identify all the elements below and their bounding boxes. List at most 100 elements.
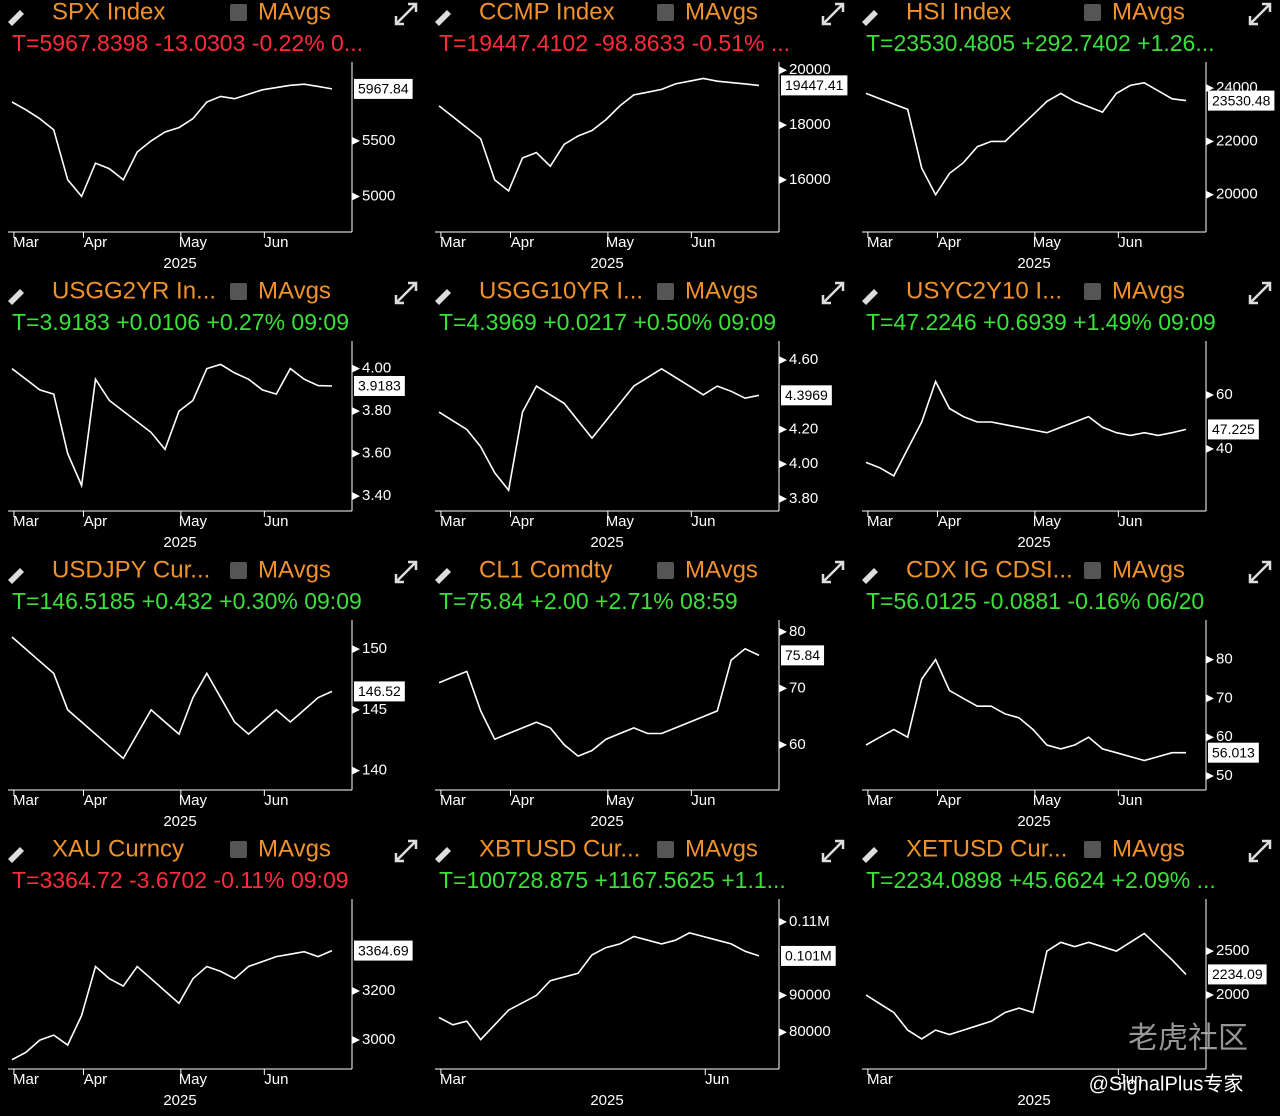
chart-panel: XAU Curncy MAvgs T=3364.72 -3.6702 -0.11% … — [8, 835, 418, 1109]
quote-line: T=23530.4805 +292.7402 +1.26... — [866, 30, 1215, 56]
y-tick-label: 90000 — [789, 986, 831, 1003]
last-price-tag: 2234.09 — [1208, 964, 1267, 985]
last-price-box — [1208, 90, 1275, 111]
last-price-box — [1208, 742, 1259, 763]
chart-panel: USGG10YR I... MAvgs T=4.3969 +0.0217 +0.50… — [435, 277, 845, 551]
expand-icon[interactable] — [821, 2, 845, 26]
edit-icon[interactable] — [862, 10, 878, 26]
quote-line: T=47.2246 +0.6939 +1.49% 09:09 — [866, 309, 1216, 335]
chart-title[interactable]: XETUSD Cur... — [906, 835, 1067, 862]
y-tick-label: 40 — [1216, 440, 1233, 457]
mavgs-label[interactable]: MAvgs — [1112, 277, 1185, 304]
mavgs-label[interactable]: MAvgs — [1112, 0, 1185, 25]
y-tick-label: 60 — [1216, 728, 1233, 745]
x-tick-label: Apr — [938, 792, 961, 809]
y-tick — [1206, 990, 1214, 999]
mavgs-label[interactable]: MAvgs — [1112, 556, 1185, 583]
y-tick-label: 80000 — [789, 1023, 831, 1040]
edit-icon[interactable] — [435, 568, 451, 584]
mavgs-checkbox[interactable] — [1084, 562, 1101, 579]
mavgs-checkbox[interactable] — [230, 841, 247, 858]
mavgs-checkbox[interactable] — [657, 4, 674, 21]
y-tick — [1206, 84, 1214, 93]
chart-title[interactable]: SPX Index — [52, 0, 165, 25]
chart-title[interactable]: XAU Curncy — [52, 835, 184, 862]
y-tick — [352, 364, 360, 373]
expand-icon[interactable] — [1248, 560, 1272, 584]
edit-icon[interactable] — [862, 289, 878, 305]
last-price-label: 4.3969 — [785, 387, 828, 403]
mavgs-label[interactable]: MAvgs — [1112, 835, 1185, 862]
chart-title[interactable]: CCMP Index — [479, 0, 615, 25]
y-tick — [1206, 947, 1214, 956]
mavgs-label[interactable]: MAvgs — [685, 277, 758, 304]
watermark-handle: @SignalPlus专家 — [1089, 1072, 1244, 1095]
chart-title[interactable]: USGG10YR I... — [479, 277, 643, 304]
mavgs-label[interactable]: MAvgs — [258, 0, 331, 25]
edit-icon[interactable] — [435, 289, 451, 305]
last-price-tag: 3364.69 — [354, 940, 413, 961]
edit-icon[interactable] — [862, 847, 878, 863]
mavgs-checkbox[interactable] — [657, 283, 674, 300]
x-tick-label: May — [1033, 234, 1062, 251]
chart-title[interactable]: HSI Index — [906, 0, 1011, 25]
expand-icon[interactable] — [394, 281, 418, 305]
edit-icon[interactable] — [8, 568, 24, 584]
price-line — [11, 83, 333, 198]
y-tick — [352, 705, 360, 714]
expand-icon[interactable] — [1248, 839, 1272, 863]
mavgs-checkbox[interactable] — [230, 283, 247, 300]
mavgs-label[interactable]: MAvgs — [258, 556, 331, 583]
edit-icon[interactable] — [435, 847, 451, 863]
mavgs-label[interactable]: MAvgs — [685, 0, 758, 25]
quote-line: T=19447.4102 -98.8633 -0.51% ... — [439, 30, 790, 56]
edit-icon[interactable] — [435, 10, 451, 26]
price-line — [865, 379, 1187, 478]
chart-panel: HSI Index MAvgs T=23530.4805 +292.7402 +1.… — [862, 0, 1275, 272]
last-price-label: 47.225 — [1212, 421, 1255, 437]
expand-icon[interactable] — [1248, 281, 1272, 305]
edit-icon[interactable] — [862, 568, 878, 584]
expand-icon[interactable] — [394, 839, 418, 863]
mavgs-label[interactable]: MAvgs — [685, 835, 758, 862]
x-tick-label: Mar — [867, 513, 893, 530]
last-price-tag: 56.013 — [1208, 742, 1259, 763]
chart-title[interactable]: CDX IG CDSI... — [906, 556, 1073, 583]
expand-icon[interactable] — [821, 560, 845, 584]
quote-line: T=3.9183 +0.0106 +0.27% 09:09 — [12, 309, 349, 335]
mavgs-label[interactable]: MAvgs — [258, 835, 331, 862]
chart-title[interactable]: USDJPY Cur... — [52, 556, 210, 583]
mavgs-label[interactable]: MAvgs — [685, 556, 758, 583]
chart-title[interactable]: XBTUSD Cur... — [479, 835, 640, 862]
mavgs-checkbox[interactable] — [1084, 841, 1101, 858]
mavgs-label[interactable]: MAvgs — [258, 277, 331, 304]
x-tick-label: Apr — [511, 513, 534, 530]
mavgs-checkbox[interactable] — [1084, 283, 1101, 300]
edit-icon[interactable] — [8, 10, 24, 26]
expand-icon[interactable] — [394, 2, 418, 26]
expand-icon[interactable] — [1248, 2, 1272, 26]
mavgs-checkbox[interactable] — [230, 4, 247, 21]
chart-panel: USGG2YR In... MAvgs T=3.9183 +0.0106 +0.27… — [8, 277, 418, 551]
mavgs-checkbox[interactable] — [657, 841, 674, 858]
y-tick — [779, 175, 787, 184]
x-tick-label: May — [179, 234, 208, 251]
expand-icon[interactable] — [821, 839, 845, 863]
mavgs-checkbox[interactable] — [657, 562, 674, 579]
expand-icon[interactable] — [821, 281, 845, 305]
chart-title[interactable]: CL1 Comdty — [479, 556, 612, 583]
last-price-label: 5967.84 — [358, 81, 409, 97]
x-tick-label: Mar — [867, 234, 893, 251]
y-tick-label: 145 — [362, 701, 387, 718]
last-price-box — [354, 681, 405, 702]
chart-title[interactable]: USYC2Y10 I... — [906, 277, 1062, 304]
edit-icon[interactable] — [8, 289, 24, 305]
expand-icon[interactable] — [394, 560, 418, 584]
mavgs-checkbox[interactable] — [230, 562, 247, 579]
y-tick-label: 50 — [1216, 767, 1233, 784]
x-tick-label: Jun — [1118, 513, 1142, 530]
y-tick — [1206, 694, 1214, 703]
chart-title[interactable]: USGG2YR In... — [52, 277, 216, 304]
mavgs-checkbox[interactable] — [1084, 4, 1101, 21]
edit-icon[interactable] — [8, 847, 24, 863]
